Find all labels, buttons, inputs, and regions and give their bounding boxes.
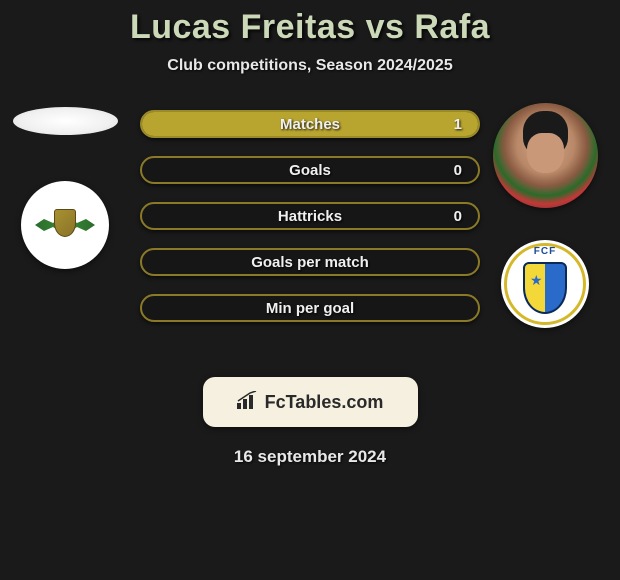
- page-title: Lucas Freitas vs Rafa: [0, 8, 620, 47]
- stat-label: Matches: [280, 116, 340, 133]
- stat-bar-goals: Goals 0: [140, 156, 480, 184]
- stat-label: Goals: [289, 162, 331, 179]
- famalicao-crest-icon: ★: [523, 262, 567, 314]
- stat-bar-matches: Matches 1: [140, 110, 480, 138]
- stat-label: Goals per match: [251, 254, 369, 271]
- player-right-avatar: [493, 103, 598, 208]
- subtitle: Club competitions, Season 2024/2025: [0, 57, 620, 75]
- right-player-column: FCF ★: [490, 107, 600, 328]
- fctables-logo[interactable]: FcTables.com: [203, 377, 418, 427]
- stat-value: 1: [454, 116, 462, 133]
- comparison-area: Matches 1 Goals 0 Hattricks 0 Goals per match M…: [0, 107, 620, 367]
- fcf-label: FCF: [534, 246, 556, 257]
- player-left-avatar-placeholder: [13, 107, 118, 135]
- stat-bar-goals-per-match: Goals per match: [140, 248, 480, 276]
- club-badge-left: [21, 181, 109, 269]
- stat-bar-hattricks: Hattricks 0: [140, 202, 480, 230]
- date-text: 16 september 2024: [0, 447, 620, 467]
- logo-text: FcTables.com: [265, 392, 384, 413]
- stat-value: 0: [454, 162, 462, 179]
- stat-value: 0: [454, 208, 462, 225]
- stat-bar-min-per-goal: Min per goal: [140, 294, 480, 322]
- chart-icon: [237, 391, 259, 414]
- club-badge-right: FCF ★: [501, 240, 589, 328]
- stat-label: Hattricks: [278, 208, 342, 225]
- stat-bars: Matches 1 Goals 0 Hattricks 0 Goals per match M…: [140, 110, 480, 340]
- left-player-column: [10, 107, 120, 269]
- stat-label: Min per goal: [266, 300, 354, 317]
- moreirense-crest-icon: [35, 203, 95, 247]
